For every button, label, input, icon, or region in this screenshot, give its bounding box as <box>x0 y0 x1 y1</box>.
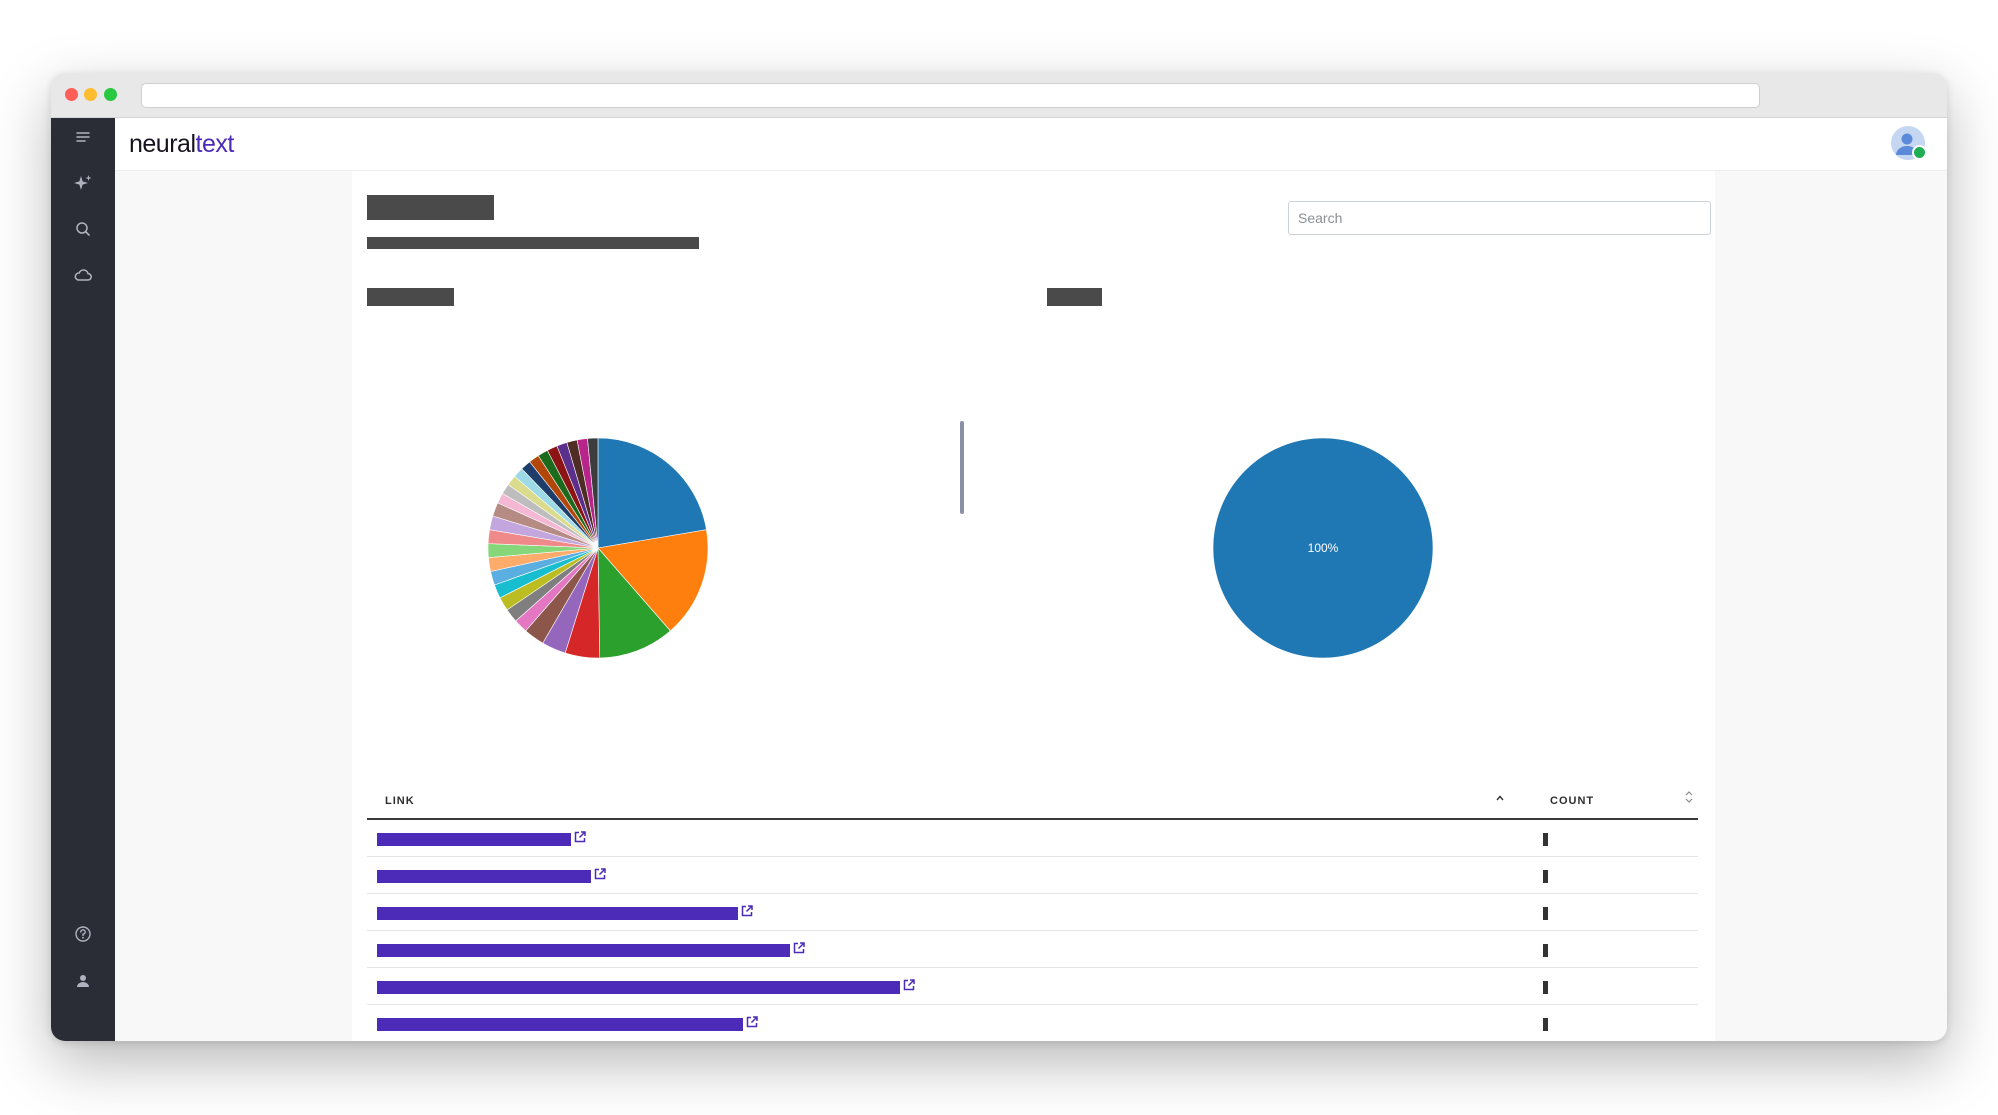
row-count <box>1543 870 1548 883</box>
table-body <box>367 820 1698 1041</box>
logo-text-part1: neural <box>129 130 196 158</box>
sidebar <box>51 118 115 1041</box>
top-bar: neuraltext <box>115 118 1947 171</box>
domains-pie-chart[interactable] <box>487 437 709 659</box>
main-content: hybridcars.comarchive.orgfueleconomy.gov… <box>352 171 1715 1041</box>
table-row <box>367 894 1698 931</box>
row-count <box>1543 833 1548 846</box>
sparkle-icon[interactable] <box>72 172 94 194</box>
row-link[interactable] <box>377 944 790 957</box>
row-link[interactable] <box>377 907 738 920</box>
cloud-icon[interactable] <box>72 264 94 286</box>
page-title <box>367 195 494 220</box>
table-row <box>367 1005 1698 1041</box>
external-link-icon[interactable] <box>593 867 607 881</box>
search-icon[interactable] <box>72 218 94 240</box>
close-window-button[interactable] <box>65 88 78 101</box>
table-row <box>367 857 1698 894</box>
row-count <box>1543 1018 1548 1031</box>
table-row <box>367 820 1698 857</box>
row-link[interactable] <box>377 1018 743 1031</box>
external-link-icon[interactable] <box>745 1015 759 1029</box>
row-count <box>1543 944 1548 957</box>
domains-slice-27[interactable] <box>587 437 599 549</box>
row-count <box>1543 907 1548 920</box>
logo-text-part2: text <box>195 130 235 158</box>
legend-scrollbar[interactable] <box>960 421 964 514</box>
user-avatar[interactable] <box>1891 126 1927 160</box>
external-link-icon[interactable] <box>902 978 916 992</box>
search-input[interactable] <box>1288 201 1711 235</box>
online-status-dot <box>1912 145 1927 160</box>
maximize-window-button[interactable] <box>104 88 117 101</box>
table-row <box>367 968 1698 1005</box>
minimize-window-button[interactable] <box>84 88 97 101</box>
page-subtitle <box>367 237 699 249</box>
domains-slice-2[interactable] <box>597 547 671 659</box>
column-header-count[interactable]: COUNT <box>1550 795 1595 807</box>
help-icon[interactable] <box>72 923 94 945</box>
external-link-icon[interactable] <box>740 904 754 918</box>
follow-slice-0[interactable] <box>1212 437 1434 659</box>
row-count <box>1543 981 1548 994</box>
sort-ascending-icon[interactable] <box>1495 791 1505 805</box>
row-link[interactable] <box>377 833 571 846</box>
menu-icon[interactable] <box>72 126 94 148</box>
follow-data-label-0: 100% <box>1308 541 1339 555</box>
row-link[interactable] <box>377 870 591 883</box>
links-table: LINK COUNT <box>367 784 1698 1041</box>
column-header-link[interactable]: LINK <box>385 795 415 807</box>
external-link-icon[interactable] <box>792 941 806 955</box>
sort-toggle-icon[interactable] <box>1684 790 1694 805</box>
table-header: LINK COUNT <box>367 784 1698 820</box>
follow-pie-chart[interactable]: 100% <box>1212 437 1434 659</box>
row-link[interactable] <box>377 981 900 994</box>
table-row <box>367 931 1698 968</box>
link-type-chart-title <box>1047 288 1102 306</box>
browser-titlebar <box>51 73 1947 118</box>
neuraltext-logo[interactable]: neuraltext <box>129 130 234 159</box>
user-icon[interactable] <box>72 970 94 992</box>
domains-slice-0[interactable] <box>597 437 707 549</box>
domains-slice-1[interactable] <box>597 529 709 632</box>
external-link-icon[interactable] <box>573 830 587 844</box>
domains-chart-title <box>367 288 454 306</box>
address-bar[interactable] <box>141 83 1760 108</box>
browser-window: neuraltext hybridcars.comarchive.orgfuel… <box>51 73 1947 1041</box>
